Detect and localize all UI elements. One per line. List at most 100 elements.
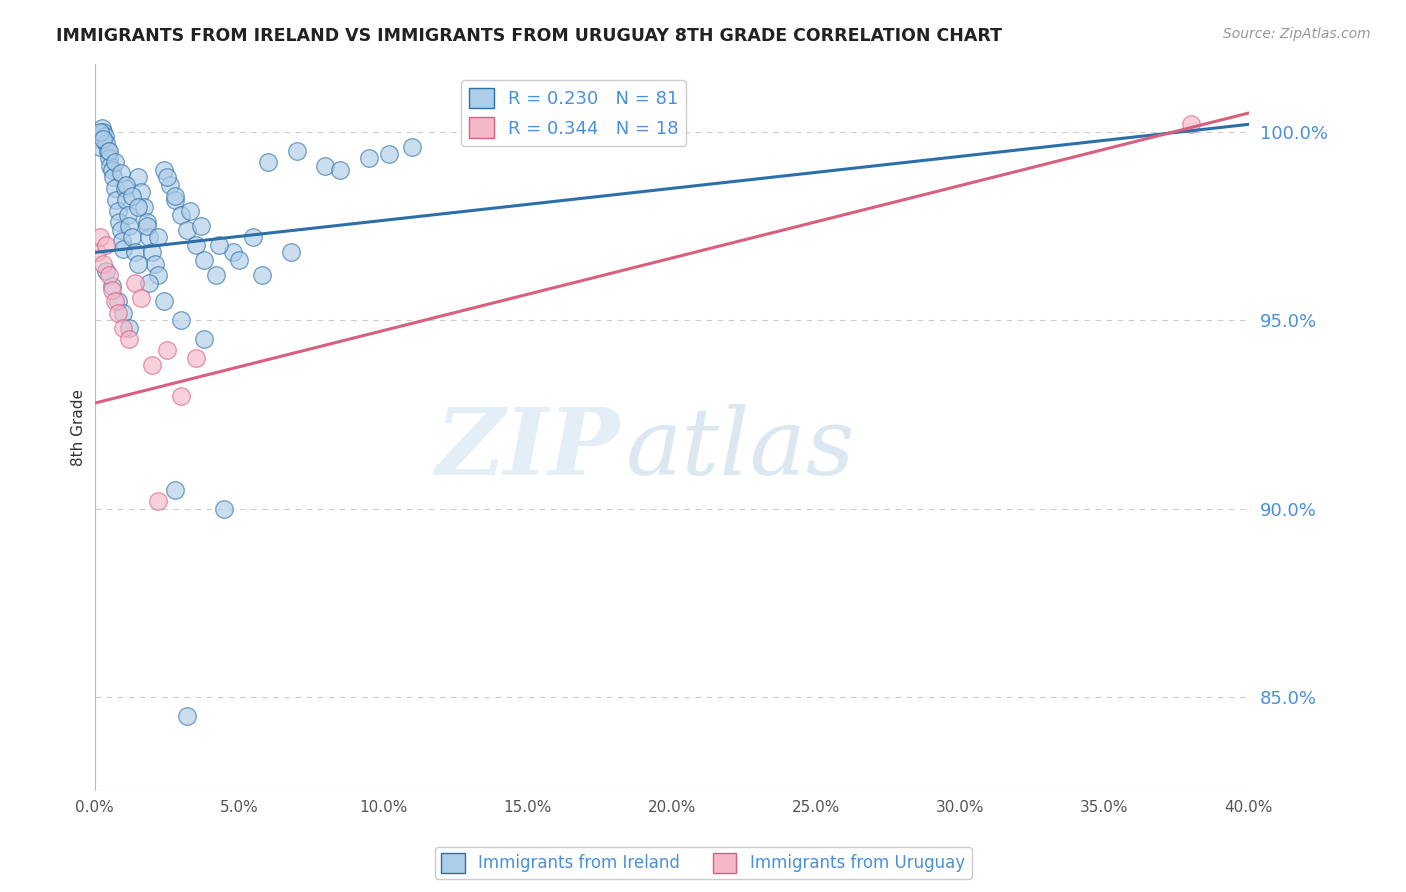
Point [100, 159, 122, 173]
Point [141, 359, 163, 373]
Point [103, 170, 125, 185]
Point [101, 283, 124, 297]
Point [179, 204, 201, 219]
Point [115, 178, 138, 192]
Point [124, 276, 146, 290]
Point [121, 230, 143, 244]
Point [127, 257, 149, 271]
Point [176, 709, 198, 723]
Point [104, 294, 127, 309]
Point [156, 343, 179, 358]
Point [107, 306, 129, 320]
Point [94, 238, 117, 252]
Text: Source: ZipAtlas.com: Source: ZipAtlas.com [1223, 27, 1371, 41]
Point [208, 238, 231, 252]
Point [89, 140, 111, 154]
Point [121, 189, 143, 203]
Point [105, 193, 128, 207]
Point [115, 193, 138, 207]
Point [87, 132, 110, 146]
Legend: R = 0.230   N = 81, R = 0.344   N = 18: R = 0.230 N = 81, R = 0.344 N = 18 [461, 80, 686, 145]
Point [214, 501, 236, 516]
Point [108, 215, 131, 229]
Point [165, 483, 187, 497]
Point [146, 230, 169, 244]
Point [89, 125, 111, 139]
Point [159, 178, 181, 192]
Point [129, 291, 152, 305]
Point [112, 306, 135, 320]
Point [90, 121, 112, 136]
Point [94, 264, 117, 278]
Point [378, 147, 401, 161]
Point [112, 320, 135, 334]
Point [176, 223, 198, 237]
Point [118, 219, 141, 233]
Point [1180, 117, 1202, 131]
Point [107, 294, 129, 309]
Point [250, 268, 273, 282]
Point [89, 230, 111, 244]
Point [91, 132, 114, 146]
Point [184, 238, 207, 252]
Point [190, 219, 212, 233]
Point [204, 268, 226, 282]
Point [285, 144, 308, 158]
Point [193, 252, 215, 267]
Point [98, 268, 121, 282]
Point [156, 170, 179, 185]
Point [96, 144, 118, 158]
Point [118, 332, 141, 346]
Point [138, 276, 160, 290]
Point [132, 200, 155, 214]
Point [256, 155, 278, 169]
Point [153, 162, 176, 177]
Point [98, 144, 121, 158]
Point [170, 389, 193, 403]
Text: atlas: atlas [626, 404, 855, 494]
Point [124, 245, 146, 260]
Point [280, 245, 302, 260]
Point [329, 162, 352, 177]
Point [184, 351, 207, 365]
Point [86, 245, 108, 260]
Point [111, 234, 134, 248]
Point [114, 181, 136, 195]
Y-axis label: 8th Grade: 8th Grade [72, 389, 86, 467]
Point [401, 140, 423, 154]
Point [165, 189, 187, 203]
Point [91, 257, 114, 271]
Point [107, 204, 129, 219]
Point [93, 128, 115, 143]
Point [91, 125, 114, 139]
Point [135, 219, 157, 233]
Point [117, 208, 139, 222]
Point [110, 166, 132, 180]
Point [94, 136, 117, 151]
Point [153, 294, 176, 309]
Point [170, 313, 193, 327]
Point [101, 162, 124, 177]
Point [146, 494, 169, 508]
Point [129, 185, 152, 199]
Point [98, 151, 121, 165]
Point [170, 208, 193, 222]
Point [228, 252, 250, 267]
Point [222, 245, 245, 260]
Point [193, 332, 215, 346]
Text: IMMIGRANTS FROM IRELAND VS IMMIGRANTS FROM URUGUAY 8TH GRADE CORRELATION CHART: IMMIGRANTS FROM IRELAND VS IMMIGRANTS FR… [56, 27, 1002, 45]
Point [143, 257, 166, 271]
Point [127, 170, 149, 185]
Point [112, 242, 135, 256]
Point [118, 320, 141, 334]
Point [104, 181, 127, 195]
Point [127, 200, 149, 214]
Point [314, 159, 336, 173]
Point [135, 215, 157, 229]
Point [357, 151, 380, 165]
Point [146, 268, 169, 282]
Point [104, 155, 127, 169]
Legend: Immigrants from Ireland, Immigrants from Uruguay: Immigrants from Ireland, Immigrants from… [434, 847, 972, 880]
Point [110, 223, 132, 237]
Point [165, 193, 187, 207]
